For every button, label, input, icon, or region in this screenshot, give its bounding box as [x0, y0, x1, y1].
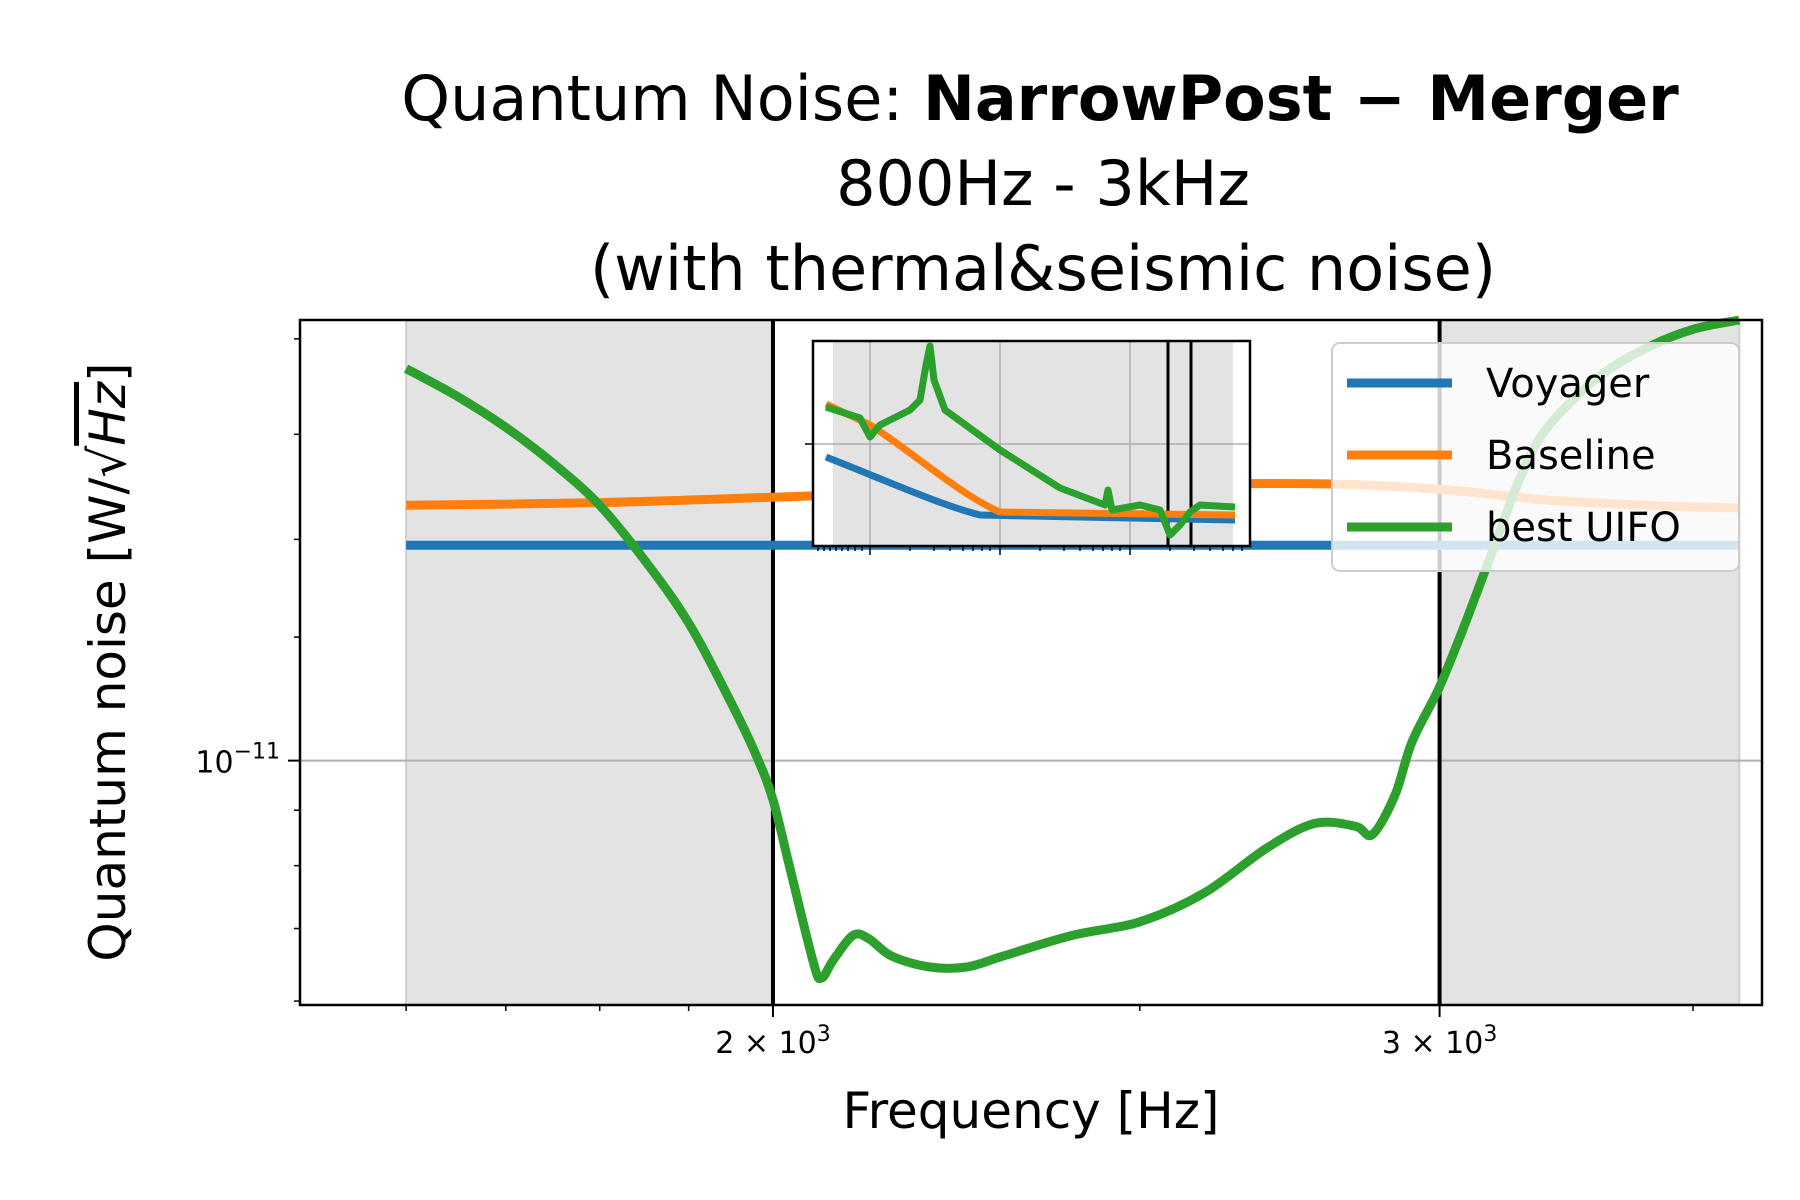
legend: Voyager Baseline best UIFO: [1331, 342, 1740, 572]
x-tick-label: 3 × 103: [1382, 1022, 1497, 1061]
shaded-region-1: [405, 319, 774, 1006]
legend-label-best-uifo: best UIFO: [1486, 505, 1681, 551]
legend-label-voyager: Voyager: [1486, 361, 1650, 407]
y-axis-label: Quantum noise [W/√Hz]: [79, 362, 137, 961]
inset-series-voyager: [824, 453, 1236, 524]
chart-title-line1: Quantum Noise: NarrowPost − Merger: [401, 62, 1679, 135]
axes-frame: [298, 318, 1764, 1007]
y-axis-label-radical: √: [79, 446, 137, 478]
axis-ticks: 2 × 103 3 × 103 10−11: [195, 338, 1694, 1061]
chart-title-bold: NarrowPost − Merger: [923, 62, 1679, 135]
y-axis-label-suffix: ]: [79, 362, 137, 382]
legend-box: [1331, 342, 1740, 572]
y-tick-label: 10−11: [195, 740, 280, 781]
legend-label-baseline: Baseline: [1486, 433, 1656, 479]
y-axis-label-prefix: Quantum noise [W/: [79, 477, 137, 961]
inset-ticks: [805, 443, 1243, 555]
x-tick-label: 2 × 103: [715, 1022, 830, 1061]
chart-title-prefix: Quantum Noise:: [401, 62, 923, 135]
chart-title-line3: (with thermal&seismic noise): [590, 232, 1496, 305]
chart-title-line2: 800Hz - 3kHz: [836, 147, 1250, 220]
inset-axes: [805, 339, 1252, 555]
inset-series-best-uifo: [824, 342, 1236, 539]
y-axis-label-root: Hz: [79, 380, 137, 446]
x-axis-label: Frequency [Hz]: [842, 1082, 1219, 1140]
